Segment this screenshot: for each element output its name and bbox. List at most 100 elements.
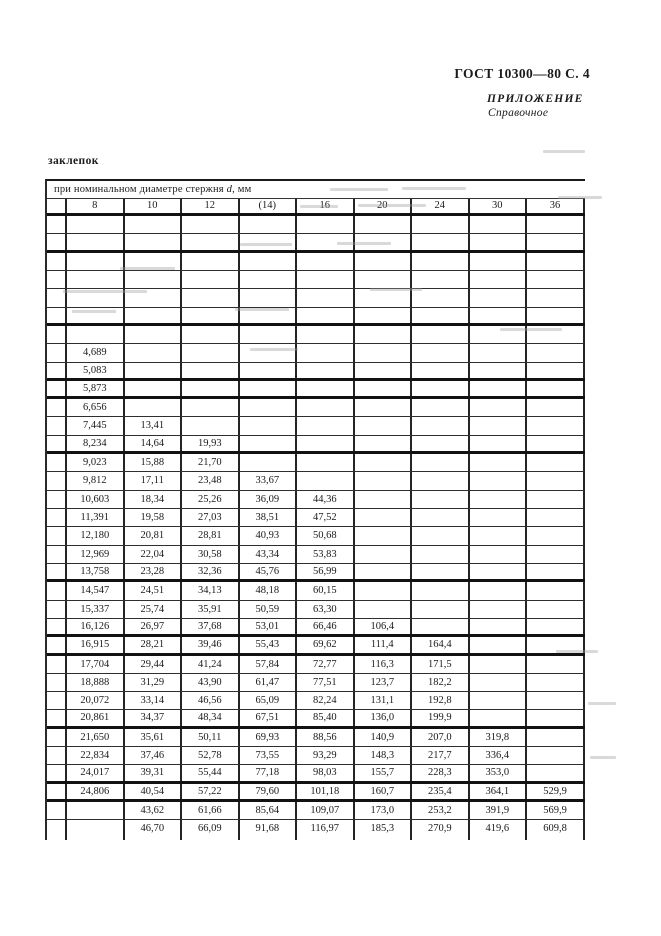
table-cell: [470, 692, 527, 710]
table-cell: 21,70: [182, 454, 240, 472]
table-cell: 24,017: [67, 765, 125, 781]
table-cell: [355, 545, 412, 563]
table-cell: [412, 545, 470, 563]
table-cell: [125, 362, 182, 378]
table-cell: 419,6: [470, 820, 527, 841]
table-cell: [470, 563, 527, 580]
table-cell: 160,7: [355, 783, 412, 799]
table-cell: 199,9: [412, 710, 470, 726]
table-cell: [67, 234, 125, 250]
table-cell: [470, 344, 527, 362]
scan-artifact: [588, 702, 616, 705]
column-header-cell: 16: [297, 199, 355, 213]
table-cell: [67, 216, 125, 234]
table-cell: [527, 765, 585, 781]
table-cell: [470, 527, 527, 545]
table-row: [47, 216, 585, 235]
table-cell: [527, 399, 585, 417]
table-cell: [355, 399, 412, 417]
table-cell: [182, 234, 240, 250]
table-cell: [240, 252, 297, 270]
table-row: 17,704 29,44 41,24 57,84 72,77 116,3 171,5: [47, 655, 585, 674]
table-cell: [182, 344, 240, 362]
table-cell: [470, 325, 527, 344]
table-cell: [412, 472, 470, 490]
table-cell: [297, 472, 355, 490]
table-cell: [297, 435, 355, 452]
table-cell: 34,13: [182, 582, 240, 600]
table-cell: [355, 435, 412, 452]
table-cell: 38,51: [240, 509, 297, 527]
table-cell: 55,44: [182, 765, 240, 781]
table-cell: 48,34: [182, 710, 240, 726]
table-cell: [527, 289, 585, 307]
table-cell: 27,03: [182, 509, 240, 527]
table-row: 46,70 66,09 91,68 116,97 185,3 270,9 419,6 609,…: [47, 820, 585, 841]
table-cell: [470, 252, 527, 270]
table-cell: 17,11: [125, 472, 182, 490]
table-cell: 12,969: [67, 545, 125, 563]
table-cell: 40,93: [240, 527, 297, 545]
stub-cell: [47, 435, 67, 452]
table-cell: 37,46: [125, 747, 182, 765]
column-header-cell: 20: [355, 199, 412, 213]
table-cell: [297, 344, 355, 362]
table-cell: [412, 600, 470, 618]
table-cell: 46,70: [125, 820, 182, 841]
table-cell: 57,22: [182, 783, 240, 799]
table-row: 9,812 17,11 23,48 33,67: [47, 472, 585, 491]
table-cell: [125, 252, 182, 270]
column-header-cell: 24: [412, 199, 470, 213]
table-row: 14,547 24,51 34,13 48,18 60,15: [47, 582, 585, 601]
span-header-suffix: , мм: [232, 184, 252, 195]
table-cell: [240, 270, 297, 289]
table-cell: 16,915: [67, 637, 125, 653]
stub-cell: [47, 270, 67, 289]
table-cell: [412, 234, 470, 250]
table-cell: [527, 747, 585, 765]
table-cell: [527, 728, 585, 747]
table-cell: 28,21: [125, 637, 182, 653]
table-cell: [182, 252, 240, 270]
gost-reference: ГОСТ 10300—80 С. 4: [454, 66, 590, 81]
rivet-mass-table: при номинальном диаметре стержня d, мм 8…: [45, 179, 585, 841]
table-cell: 13,758: [67, 563, 125, 580]
table-cell: 14,64: [125, 435, 182, 452]
table-cell: [67, 307, 125, 323]
table-cell: 61,47: [240, 673, 297, 692]
table-row: 18,888 31,29 43,90 61,47 77,51 123,7 182,2: [47, 673, 585, 693]
table-cell: 53,01: [240, 618, 297, 635]
table-cell: 45,76: [240, 563, 297, 580]
table-cell: 19,93: [182, 435, 240, 452]
table-cell: [527, 234, 585, 250]
table-cell: 15,88: [125, 454, 182, 472]
table-cell: 26,97: [125, 618, 182, 635]
body-text-fragment: заклепок: [48, 155, 99, 167]
table-cell: [470, 399, 527, 417]
stub-cell: [47, 673, 67, 692]
table-cell: [125, 216, 182, 234]
table-cell: 18,888: [67, 673, 125, 692]
table-cell: 33,67: [240, 472, 297, 490]
table-cell: [355, 527, 412, 545]
table-row: 9,023 15,88 21,70: [47, 454, 585, 473]
table-cell: [355, 362, 412, 378]
table-cell: 14,547: [67, 582, 125, 600]
table-cell: [125, 325, 182, 344]
table-row: 10,603 18,34 25,26 36,09 44,36: [47, 490, 585, 509]
table-cell: [412, 618, 470, 635]
table-cell: 182,2: [412, 673, 470, 692]
table-cell: [470, 673, 527, 692]
table-cell: [470, 509, 527, 527]
table-cell: [355, 380, 412, 397]
stub-cell: [47, 289, 67, 307]
span-header-prefix: при номинальном диаметре стержня: [54, 184, 227, 195]
table-cell: [240, 234, 297, 250]
table-cell: [355, 325, 412, 344]
table-cell: 7,445: [67, 417, 125, 435]
table-cell: [470, 289, 527, 307]
table-cell: [355, 509, 412, 527]
table-cell: 98,03: [297, 765, 355, 781]
table-cell: [527, 417, 585, 435]
table-cell: [412, 307, 470, 323]
